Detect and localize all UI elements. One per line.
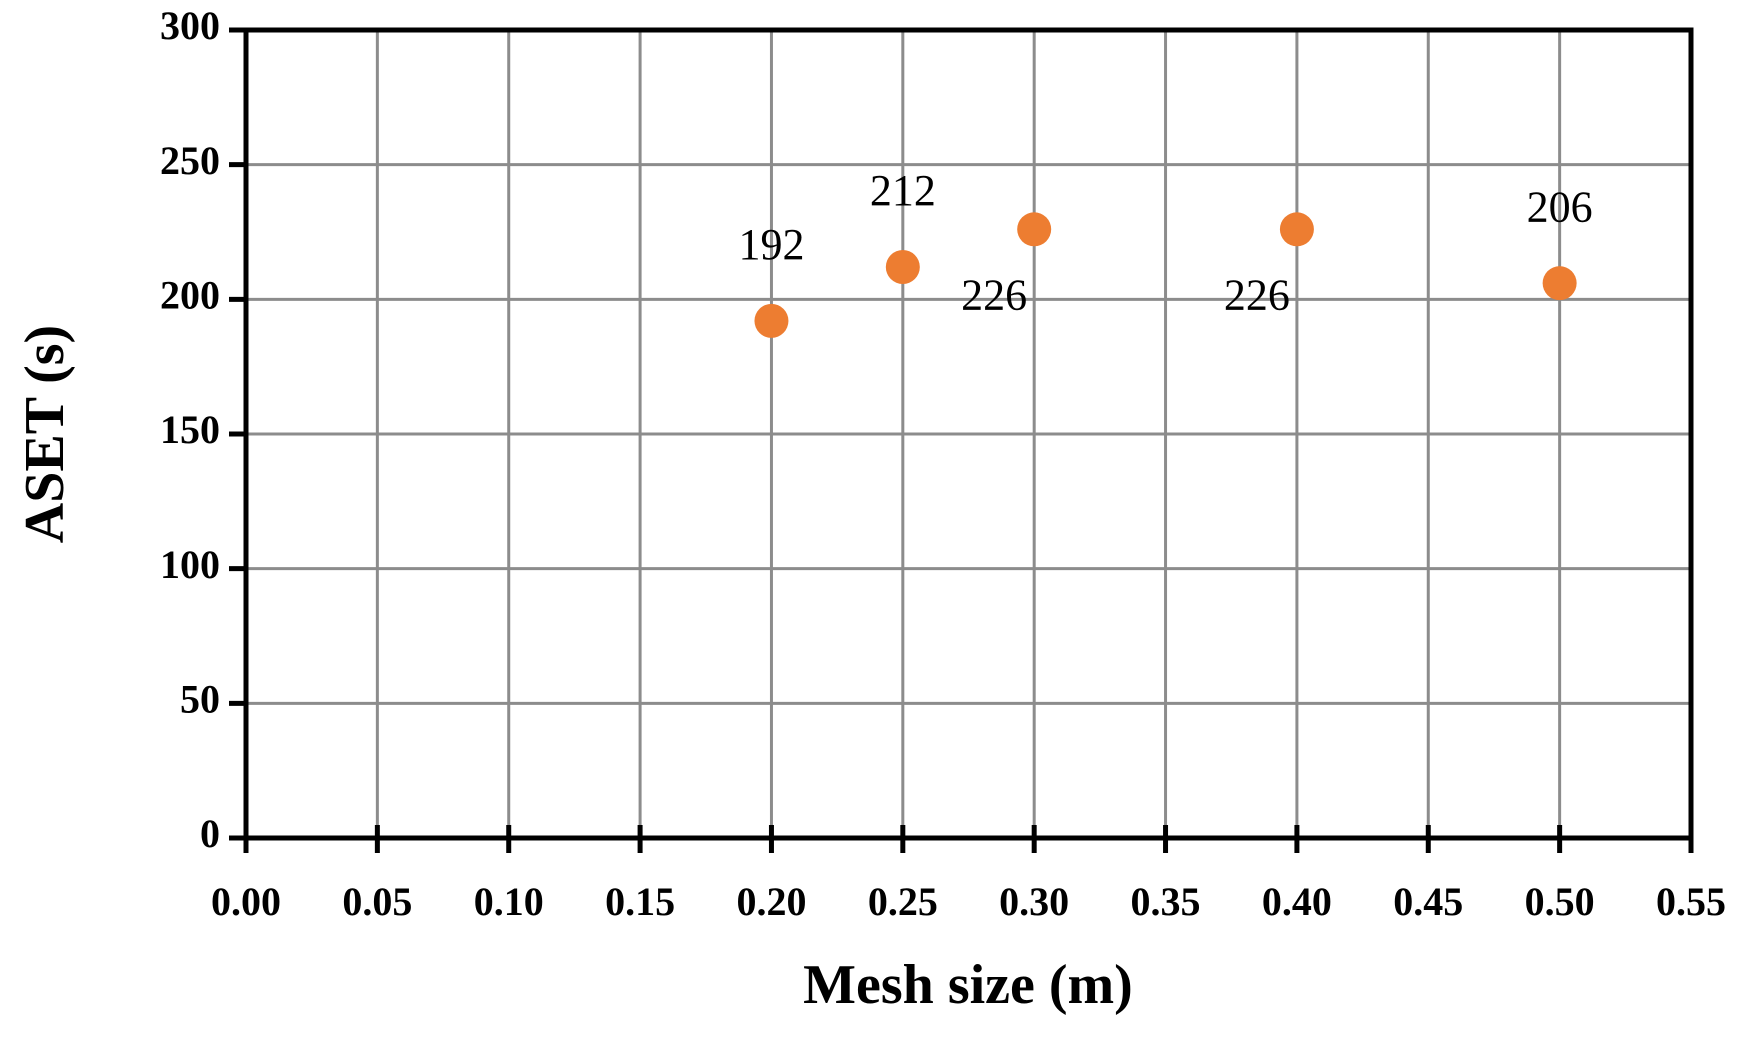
point — [1279, 212, 1314, 247]
point — [885, 250, 920, 285]
x-tick-label: 0.55 — [1656, 879, 1726, 924]
data-label: 226 — [1224, 270, 1290, 319]
x-tick-label: 0.10 — [474, 879, 544, 924]
x-tick-label: 0.20 — [736, 879, 806, 924]
x-tick-label: 0.50 — [1525, 879, 1595, 924]
x-tick-label: 0.25 — [868, 879, 938, 924]
y-tick-label: 0 — [200, 811, 220, 856]
x-tick-label: 0.35 — [1131, 879, 1201, 924]
data-label: 226 — [961, 270, 1027, 319]
y-tick-label: 50 — [180, 677, 220, 722]
x-tick-label: 0.45 — [1393, 879, 1463, 924]
x-tick-label: 0.15 — [605, 879, 675, 924]
point — [1542, 266, 1577, 301]
x-tick-label: 0.40 — [1262, 879, 1332, 924]
y-tick-label: 250 — [160, 138, 220, 183]
x-tick-label: 0.30 — [999, 879, 1069, 924]
point — [1017, 212, 1052, 247]
x-axis-title: Mesh size (m) — [803, 954, 1133, 1016]
data-label: 212 — [870, 166, 936, 215]
data-label: 192 — [738, 220, 804, 269]
plot-frame — [243, 27, 1694, 841]
x-tick-label: 0.05 — [342, 879, 412, 924]
y-tick-label: 300 — [160, 3, 220, 48]
point — [754, 303, 789, 338]
x-tick-label: 0.00 — [211, 879, 281, 924]
y-tick-label: 200 — [160, 273, 220, 318]
data-label: 206 — [1527, 182, 1593, 231]
y-axis-title: ASET (s) — [14, 325, 76, 543]
y-tick-label: 100 — [160, 542, 220, 587]
y-tick-label: 150 — [160, 407, 220, 452]
